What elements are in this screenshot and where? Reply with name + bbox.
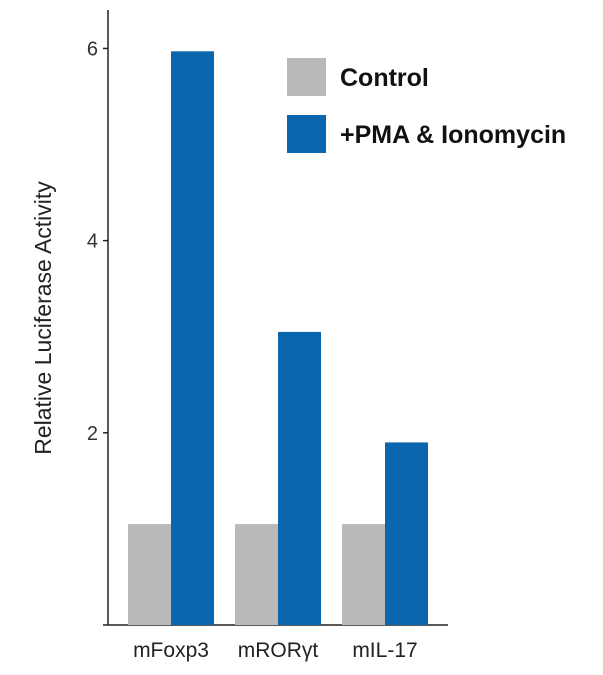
bar-control bbox=[128, 524, 171, 625]
bar-control bbox=[342, 524, 385, 625]
legend-swatch bbox=[287, 115, 326, 153]
y-tick-label: 2 bbox=[87, 423, 98, 445]
legend-label: Control bbox=[340, 64, 429, 92]
y-tick-label: 6 bbox=[87, 38, 98, 60]
y-axis-title: Relative Luciferase Activity bbox=[30, 181, 56, 455]
x-tick-label: mRORγt bbox=[238, 639, 319, 662]
x-tick-labels: mFoxp3 mRORγt mIL-17 bbox=[133, 639, 418, 662]
bar-control bbox=[235, 524, 278, 625]
x-tick-label: mIL-17 bbox=[352, 639, 417, 662]
bar-pma-ionomycin bbox=[171, 51, 214, 625]
legend-label: +PMA & Ionomycin bbox=[340, 121, 566, 149]
legend-swatch bbox=[287, 58, 326, 96]
bar-pma-ionomycin bbox=[385, 442, 428, 625]
y-ticks: 2 4 6 bbox=[87, 38, 108, 626]
x-tick-label: mFoxp3 bbox=[133, 639, 209, 662]
bars bbox=[128, 51, 428, 625]
legend: Control +PMA & Ionomycin bbox=[287, 58, 566, 153]
y-tick-label: 4 bbox=[87, 231, 98, 253]
bar-pma-ionomycin bbox=[278, 331, 321, 625]
